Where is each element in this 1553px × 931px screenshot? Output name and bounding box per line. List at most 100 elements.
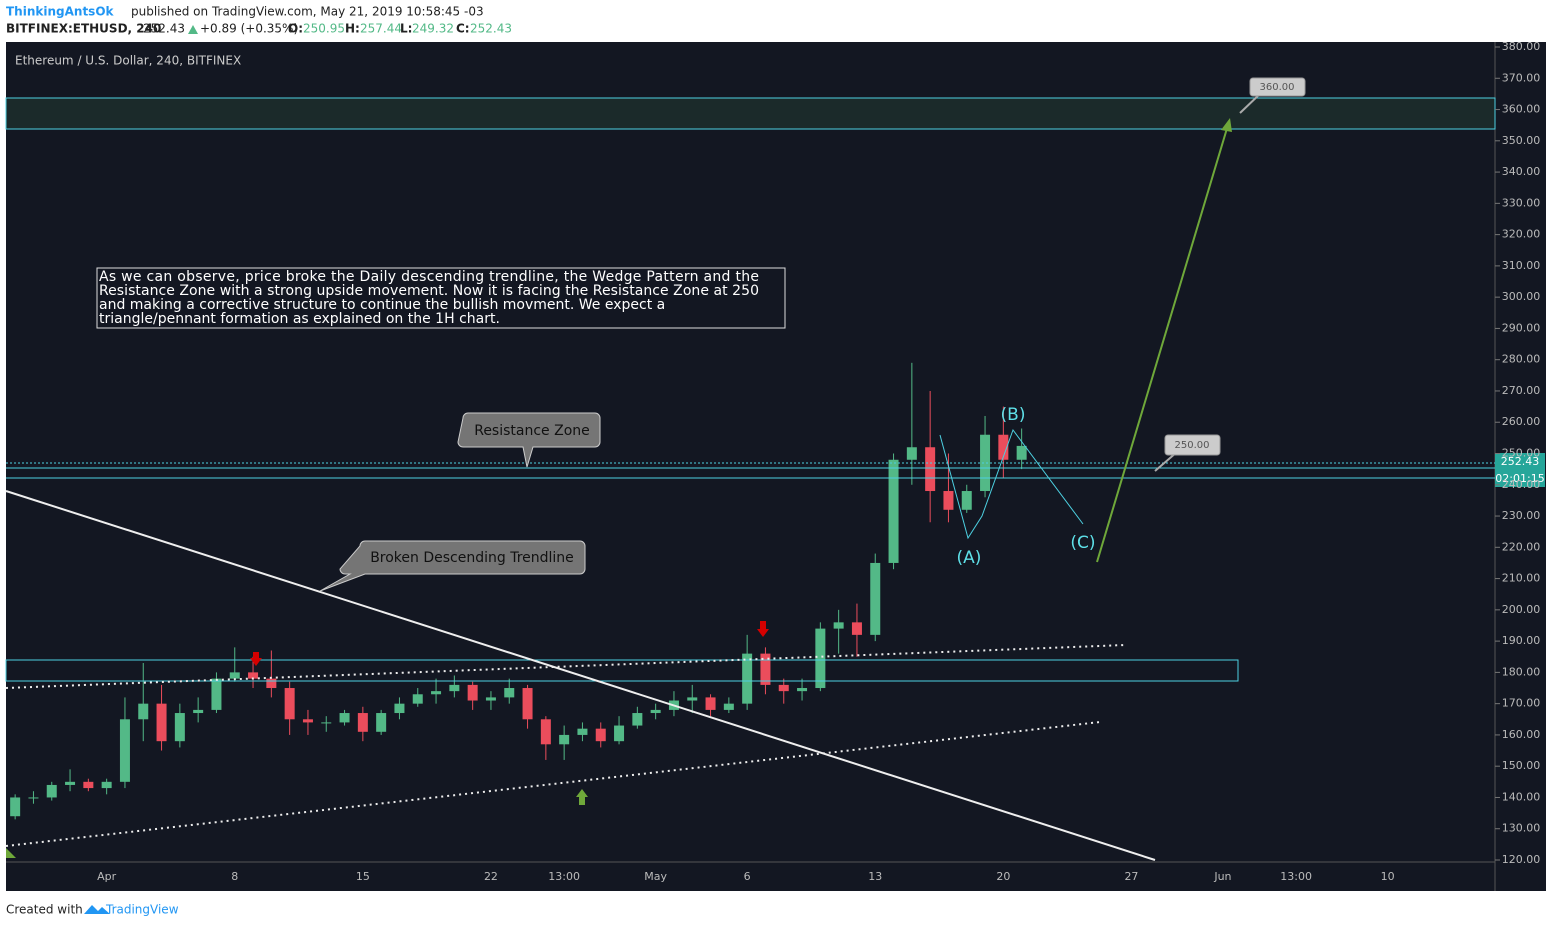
candle-body [302,719,313,723]
candle-body [431,691,442,695]
y-tick-label: 160.00 [1502,728,1541,741]
y-tick-label: 180.00 [1502,665,1541,678]
candle-body [211,678,222,710]
last-price-bg [1495,453,1545,470]
wave-label: (B) [1001,405,1026,425]
wave-label: (A) [957,548,982,568]
callout-text: Resistance Zone [474,423,590,439]
symbol: BITFINEX:ETHUSD, 240 [6,22,161,36]
candle-body [540,719,551,745]
candle-body [174,713,185,742]
y-tick-label: 170.00 [1502,697,1541,710]
green-arrow [576,789,588,805]
h: 257.44 [360,22,402,36]
y-tick-label: 120.00 [1502,853,1541,866]
candle-body [797,688,808,692]
x-tick-label: 15 [356,870,370,883]
note-line: As we can observe, price broke the Daily… [99,269,759,285]
candle-body [83,781,94,789]
candle-body [595,728,606,742]
candle-body [266,678,277,689]
candle-body [119,719,130,782]
y-tick-label: 150.00 [1502,759,1541,772]
tag-text: 250.00 [1175,440,1210,451]
x-tick-label: 8 [231,870,238,883]
user[interactable]: ThinkingAntsOk [6,5,115,19]
y-tick-label: 280.00 [1502,353,1541,366]
candle-body [376,713,387,732]
x-tick-label: May [644,870,667,883]
candle-body [687,697,698,701]
candle-body [339,713,350,723]
x-tick-label: 13 [868,870,882,883]
candle-body [998,434,1009,460]
note-box [96,267,786,329]
o-label: O: [288,22,303,36]
candle-body [1016,445,1027,460]
candle-body [815,628,826,689]
note-line: triangle/pennant formation as explained … [99,311,500,327]
c: 252.43 [470,22,512,36]
created-with: Created with [6,903,83,917]
published: published on TradingView.com, May 21, 20… [131,5,484,19]
note-line: and making a corrective structure to con… [99,297,665,313]
trendline [5,490,1156,861]
y-tick-label: 230.00 [1502,509,1541,522]
candle-body [156,703,167,742]
x-tick-label: Jun [1213,870,1231,883]
candle-body [760,653,771,685]
countdown: 02:01:15 [1495,472,1544,485]
candle-body [906,447,917,460]
candle-body [559,734,570,745]
candle-body [851,622,862,635]
y-tick-label: 310.00 [1502,259,1541,272]
y-tick-label: 130.00 [1502,822,1541,835]
candle-body [284,688,295,720]
y-tick-label: 200.00 [1502,603,1541,616]
candle-body [650,709,661,714]
o: 250.95 [303,22,345,36]
callout [457,412,601,468]
c-label: C: [456,22,470,36]
x-tick-label: Apr [97,870,117,883]
candle-body [10,797,21,817]
candle-body [980,434,991,492]
green-arrow [6,848,16,858]
y-tick-label: 290.00 [1502,321,1541,334]
y-tick-label: 240.00 [1502,478,1541,491]
y-tick-label: 220.00 [1502,540,1541,553]
candle-body [248,672,259,679]
candle-body [943,491,954,510]
y-tick-label: 340.00 [1502,165,1541,178]
candle-body [742,653,753,704]
wave-path [939,428,1084,540]
wave-label: (C) [1070,533,1095,553]
candle-body [357,713,368,732]
candle-body [467,684,478,701]
candle-body [46,784,57,798]
callout-text: Broken Descending Trendline [370,550,574,566]
note-line: Resistance Zone with a strong upside mov… [99,283,759,299]
x-tick-label: 20 [996,870,1010,883]
y-tick-label: 300.00 [1502,290,1541,303]
y-tick-label: 270.00 [1502,384,1541,397]
h-label: H: [345,22,360,36]
candle-body [632,713,643,726]
candle-body [522,688,533,720]
drawings [5,77,1545,861]
y-tick-label: 320.00 [1502,228,1541,241]
candle-body [961,491,972,510]
chart-bg [6,42,1546,891]
candle-body [321,722,332,724]
candle-body [449,684,460,692]
y-tick-label: 330.00 [1502,196,1541,209]
price-tag [1164,434,1221,456]
candle-body [504,688,515,698]
candle-body [138,703,149,720]
y-tick-label: 350.00 [1502,134,1541,147]
candle-body [412,694,423,704]
candle-body [28,797,39,799]
brand[interactable]: TradingView [105,903,179,917]
